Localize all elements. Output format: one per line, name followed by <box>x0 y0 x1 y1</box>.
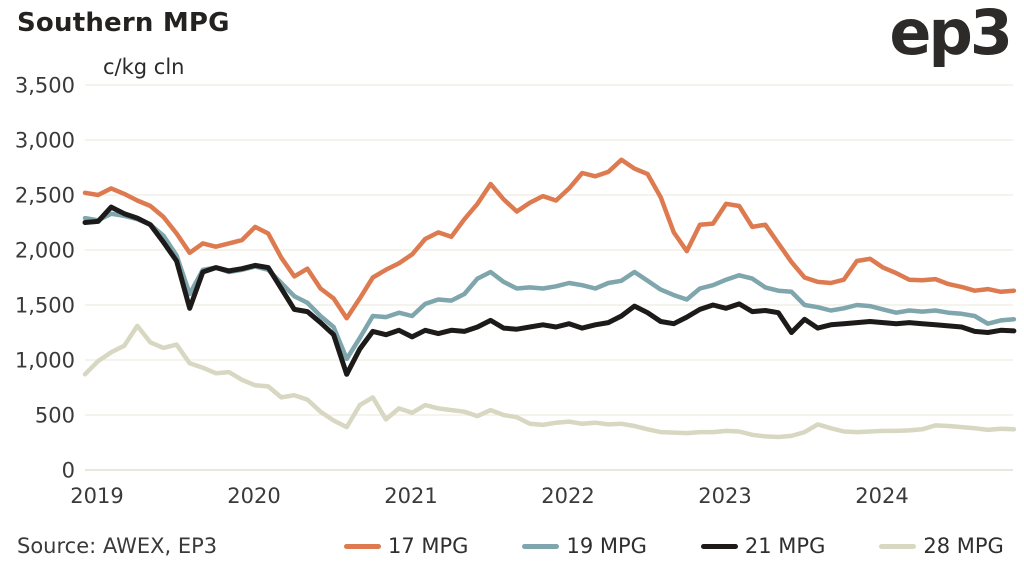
y-tick-label: 1,500 <box>15 294 75 318</box>
x-tick-label: 2021 <box>384 484 437 508</box>
series-line-19-mpg <box>82 211 1017 362</box>
y-tick-label: 2,000 <box>15 239 75 263</box>
legend-swatch-17-mpg <box>344 543 381 549</box>
series-line-28-mpg <box>82 323 1017 440</box>
source-note: Source: AWEX, EP3 <box>17 534 218 558</box>
y-tick-label: 3,500 <box>15 74 75 98</box>
chart-legend: 17 MPG 19 MPG 21 MPG 28 MPG <box>344 531 1004 561</box>
x-tick-label: 2023 <box>698 484 751 508</box>
y-tick-label: 1,000 <box>15 349 75 373</box>
x-tick-label: 2022 <box>541 484 594 508</box>
y-tick-label: 2,500 <box>15 184 75 208</box>
legend-label-28-mpg: 28 MPG <box>923 534 1004 558</box>
legend-swatch-21-mpg <box>700 543 738 549</box>
y-axis-unit-label: c/kg cln <box>103 55 185 79</box>
legend-swatch-19-mpg <box>522 543 560 549</box>
x-tick-label: 2024 <box>855 484 908 508</box>
x-tick-label: 2020 <box>227 484 280 508</box>
legend-item-21-mpg: 21 MPG <box>700 534 826 558</box>
legend-item-19-mpg: 19 MPG <box>522 534 647 558</box>
series-line-17-mpg <box>82 157 1017 321</box>
legend-label-17-mpg: 17 MPG <box>388 534 469 558</box>
legend-label-21-mpg: 21 MPG <box>744 534 826 558</box>
legend-label-19-mpg: 19 MPG <box>566 534 647 558</box>
x-tick-label: 2019 <box>70 484 123 508</box>
chart-title: Southern MPG <box>17 8 230 38</box>
y-tick-label: 3,000 <box>15 129 75 153</box>
ep3-logo: ep3 <box>889 0 1013 69</box>
y-tick-label: 0 <box>62 459 75 483</box>
legend-item-28-mpg: 28 MPG <box>879 534 1004 558</box>
series-line-21-mpg <box>82 204 1017 377</box>
y-tick-label: 500 <box>35 404 75 428</box>
legend-swatch-28-mpg <box>879 543 917 549</box>
legend-item-17-mpg: 17 MPG <box>344 534 468 558</box>
